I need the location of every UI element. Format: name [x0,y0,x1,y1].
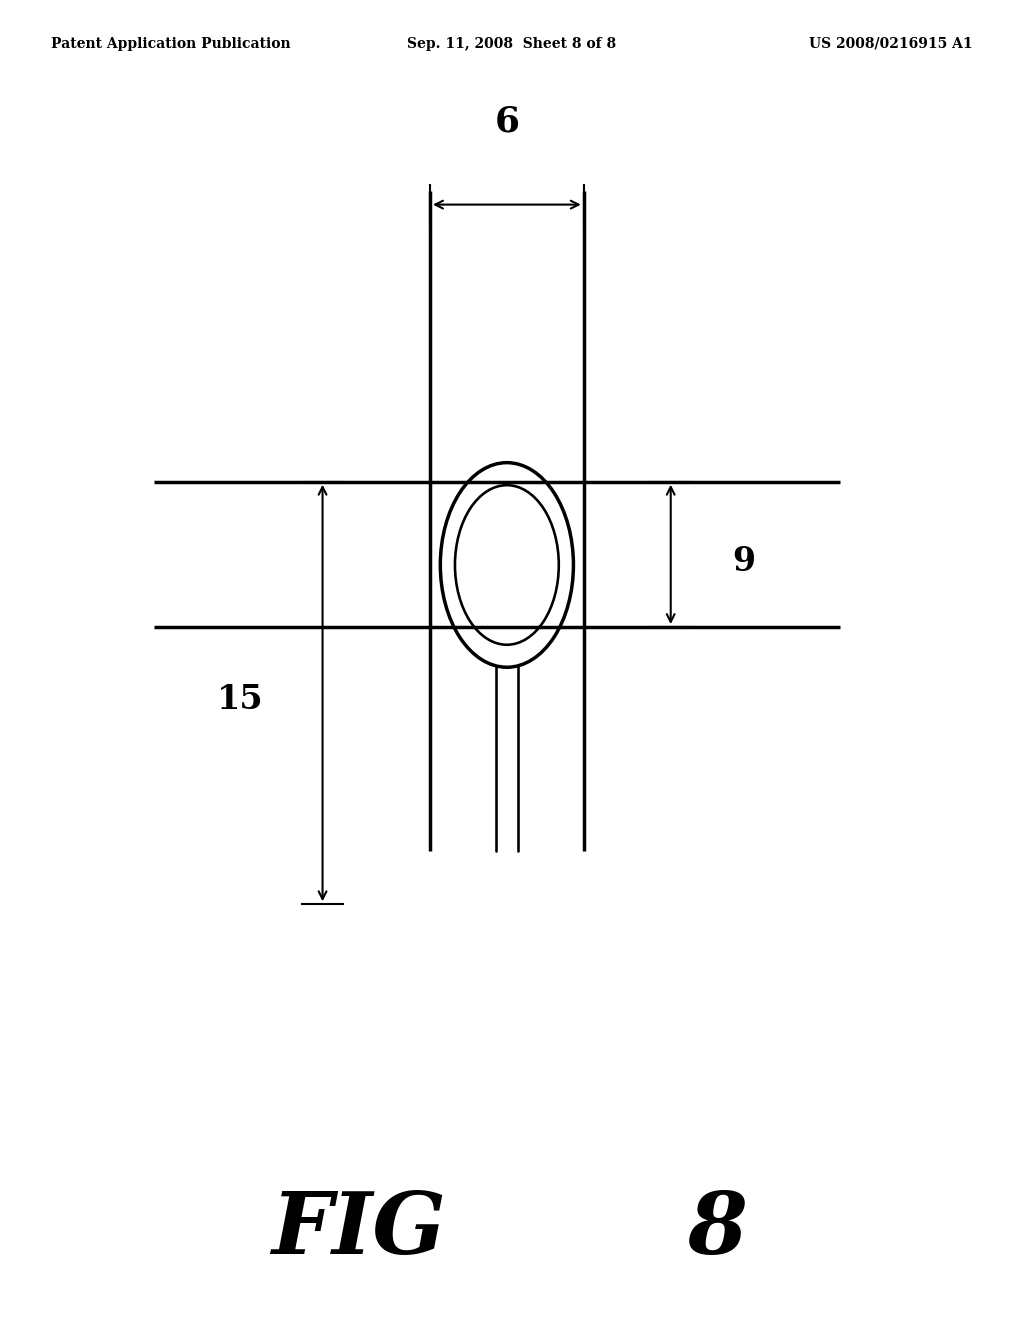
Text: 8: 8 [687,1188,746,1272]
Text: Sep. 11, 2008  Sheet 8 of 8: Sep. 11, 2008 Sheet 8 of 8 [408,37,616,51]
Text: FIG: FIG [271,1188,445,1272]
Text: 15: 15 [217,684,264,715]
Text: US 2008/0216915 A1: US 2008/0216915 A1 [809,37,973,51]
Text: Patent Application Publication: Patent Application Publication [51,37,291,51]
Text: 9: 9 [732,545,756,578]
Text: 6: 6 [495,104,519,139]
